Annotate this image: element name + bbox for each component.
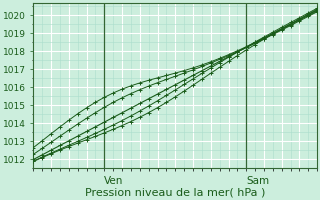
- X-axis label: Pression niveau de la mer( hPa ): Pression niveau de la mer( hPa ): [85, 187, 266, 197]
- Text: Sam: Sam: [246, 176, 269, 186]
- Text: Ven: Ven: [104, 176, 124, 186]
